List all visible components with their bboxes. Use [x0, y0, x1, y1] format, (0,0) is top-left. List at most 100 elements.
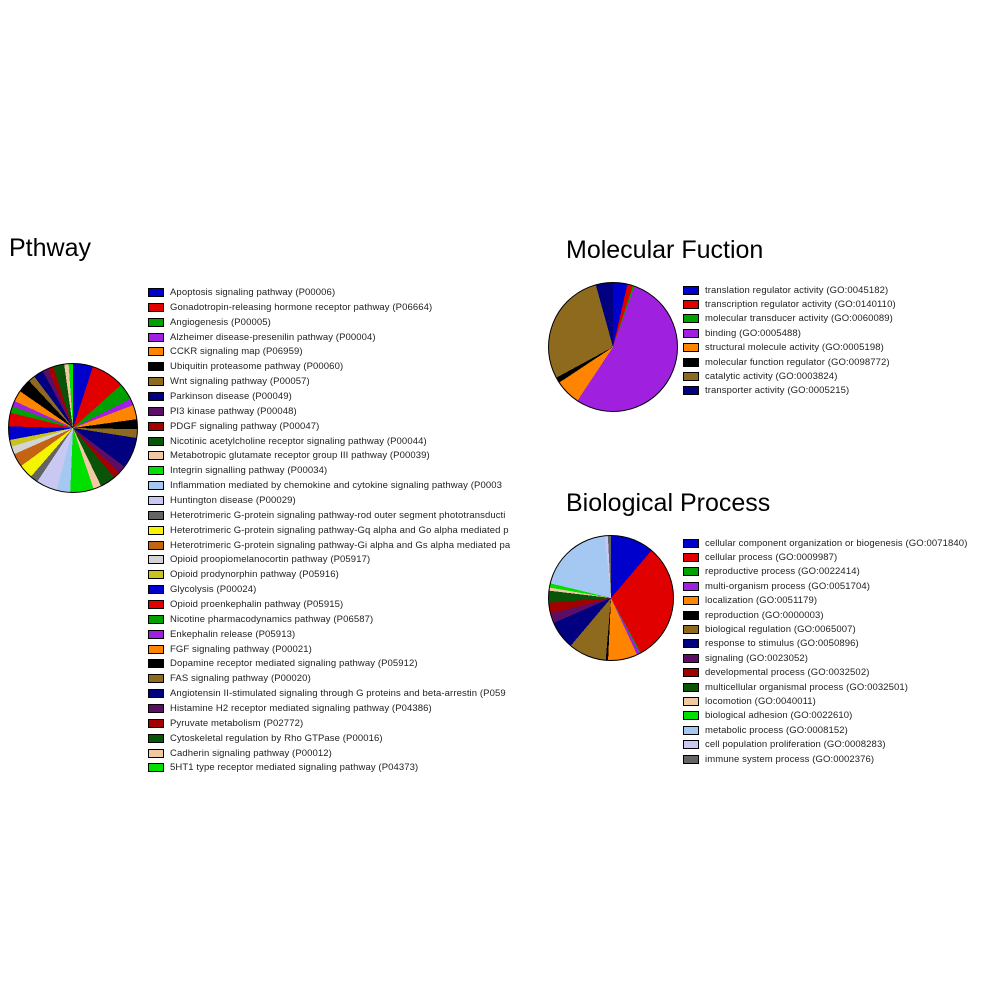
legend-color-swatch [683, 357, 699, 367]
legend-item: Cadherin signaling pathway (P00012) [148, 746, 560, 761]
legend-color-swatch [148, 629, 164, 639]
legend-label: PI3 kinase pathway (P00048) [170, 405, 297, 417]
legend-color-swatch [148, 362, 164, 372]
legend-item: Ubiquitin proteasome pathway (P00060) [148, 359, 560, 374]
legend-item: Cytoskeletal regulation by Rho GTPase (P… [148, 731, 560, 746]
legend-item: response to stimulus (GO:0050896) [683, 637, 991, 651]
legend-label: Apoptosis signaling pathway (P00006) [170, 286, 336, 298]
legend-color-swatch [683, 625, 699, 635]
legend-item: transcription regulator activity (GO:014… [683, 297, 991, 311]
legend-item: cellular component organization or bioge… [683, 536, 991, 550]
legend-item: Parkinson disease (P00049) [148, 389, 560, 404]
legend-color-swatch [148, 525, 164, 535]
legend-item: Opioid proenkephalin pathway (P05915) [148, 597, 560, 612]
pathway-pie-chart [8, 363, 138, 493]
legend-color-swatch [148, 451, 164, 461]
legend-color-swatch [148, 555, 164, 565]
legend-label: transcription regulator activity (GO:014… [705, 299, 896, 311]
legend-label: molecular function regulator (GO:0098772… [705, 356, 890, 368]
legend-label: metabolic process (GO:0008152) [705, 724, 848, 736]
legend-label: CCKR signaling map (P06959) [170, 346, 303, 358]
legend-color-swatch [683, 300, 699, 310]
legend-item: developmental process (GO:0032502) [683, 666, 991, 680]
legend-color-swatch [148, 510, 164, 520]
legend-item: binding (GO:0005488) [683, 326, 991, 340]
legend-label: Opioid proenkephalin pathway (P05915) [170, 598, 344, 610]
legend-color-swatch [683, 696, 699, 706]
legend-item: 5HT1 type receptor mediated signaling pa… [148, 761, 560, 776]
legend-label: Metabotropic glutamate receptor group II… [170, 450, 430, 462]
legend-color-swatch [148, 585, 164, 595]
legend-item: Wnt signaling pathway (P00057) [148, 374, 560, 389]
legend-color-swatch [683, 682, 699, 692]
legend-label: cell population proliferation (GO:000828… [705, 739, 886, 751]
legend-item: FAS signaling pathway (P00020) [148, 671, 560, 686]
legend-label: Huntington disease (P00029) [170, 494, 296, 506]
legend-color-swatch [148, 332, 164, 342]
legend-item: Enkephalin release (P05913) [148, 627, 560, 642]
legend-item: molecular transducer activity (GO:006008… [683, 312, 991, 326]
legend-label: Nicotinic acetylcholine receptor signali… [170, 435, 427, 447]
legend-label: binding (GO:0005488) [705, 327, 802, 339]
legend-color-swatch [683, 653, 699, 663]
legend-label: Ubiquitin proteasome pathway (P00060) [170, 361, 344, 373]
legend-color-swatch [683, 581, 699, 591]
legend-label: immune system process (GO:0002376) [705, 753, 875, 765]
legend-color-swatch [148, 495, 164, 505]
legend-label: Angiotensin II-stimulated signaling thro… [170, 688, 506, 700]
legend-label: developmental process (GO:0032502) [705, 667, 870, 679]
legend-label: Heterotrimeric G-protein signaling pathw… [170, 539, 511, 551]
legend-item: multi-organism process (GO:0051704) [683, 579, 991, 593]
legend-item: transporter activity (GO:0005215) [683, 384, 991, 398]
legend-label: cellular process (GO:0009987) [705, 552, 838, 564]
legend-item: biological regulation (GO:0065007) [683, 622, 991, 636]
legend-color-swatch [683, 610, 699, 620]
legend-label: reproductive process (GO:0022414) [705, 566, 860, 578]
legend-item: catalytic activity (GO:0003824) [683, 369, 991, 383]
legend-color-swatch [148, 421, 164, 431]
legend-label: Alzheimer disease-presenilin pathway (P0… [170, 331, 376, 343]
legend-label: translation regulator activity (GO:00451… [705, 284, 889, 296]
legend-item: FGF signaling pathway (P00021) [148, 642, 560, 657]
legend-label: Angiogenesis (P00005) [170, 316, 271, 328]
legend-item: cellular process (GO:0009987) [683, 550, 991, 564]
legend-label: Heterotrimeric G-protein signaling pathw… [170, 524, 509, 536]
legend-item: Dopamine receptor mediated signaling pat… [148, 656, 560, 671]
legend-color-swatch [683, 328, 699, 338]
legend-item: Integrin signalling pathway (P00034) [148, 463, 560, 478]
legend-color-swatch [683, 740, 699, 750]
legend-item: Nicotine pharmacodynamics pathway (P0658… [148, 612, 560, 627]
legend-item: molecular function regulator (GO:0098772… [683, 355, 991, 369]
legend-item: reproductive process (GO:0022414) [683, 565, 991, 579]
legend-item: Heterotrimeric G-protein signaling pathw… [148, 538, 560, 553]
legend-color-swatch [148, 748, 164, 758]
legend-item: signaling (GO:0023052) [683, 651, 991, 665]
legend-color-swatch [683, 553, 699, 563]
legend-label: locomotion (GO:0040011) [705, 695, 816, 707]
molecular-function-pie-chart [548, 282, 678, 412]
legend-label: Nicotine pharmacodynamics pathway (P0658… [170, 613, 374, 625]
legend-color-swatch [148, 570, 164, 580]
legend-item: biological adhesion (GO:0022610) [683, 709, 991, 723]
legend-label: localization (GO:0051179) [705, 595, 818, 607]
legend-color-swatch [683, 596, 699, 606]
legend-label: Pyruvate metabolism (P02772) [170, 717, 304, 729]
legend-color-swatch [683, 639, 699, 649]
pathway-legend: Apoptosis signaling pathway (P00006) Gona… [148, 285, 560, 777]
legend-color-swatch [683, 538, 699, 548]
legend-label: Cytoskeletal regulation by Rho GTPase (P… [170, 732, 383, 744]
legend-color-swatch [683, 372, 699, 382]
legend-color-swatch [683, 285, 699, 295]
legend-item: PDGF signaling pathway (P00047) [148, 419, 560, 434]
legend-item: Gonadotropin-releasing hormone receptor … [148, 300, 560, 315]
molecular-function-chart-title: Molecular Fuction [566, 236, 764, 264]
legend-item: Alzheimer disease-presenilin pathway (P0… [148, 330, 560, 345]
legend-label: Enkephalin release (P05913) [170, 628, 296, 640]
legend-label: 5HT1 type receptor mediated signaling pa… [170, 762, 419, 774]
legend-color-swatch [148, 347, 164, 357]
legend-label: Inflammation mediated by chemokine and c… [170, 480, 502, 492]
legend-item: reproduction (GO:0000003) [683, 608, 991, 622]
legend-item: Angiogenesis (P00005) [148, 315, 560, 330]
legend-item: Nicotinic acetylcholine receptor signali… [148, 434, 560, 449]
